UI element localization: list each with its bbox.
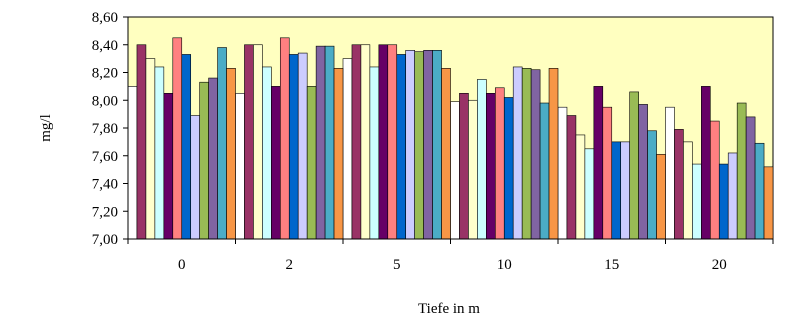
- bar-series-3-cat-20: [683, 141, 693, 240]
- bar-series-4-cat-0: [154, 66, 165, 240]
- bar-series-5-cat-5: [378, 44, 389, 240]
- bar-series-4-cat-20: [692, 163, 702, 240]
- bar-series-1-cat-20: [665, 106, 675, 240]
- y-axis-title: mg/l: [38, 114, 54, 142]
- bar-series-2-cat-2: [244, 44, 254, 240]
- y-tick-label: 8,00: [92, 93, 118, 109]
- y-tick-label: 7,40: [92, 177, 118, 193]
- bar-series-9-cat-5: [414, 51, 424, 240]
- bar-series-11-cat-2: [324, 45, 335, 240]
- x-tick-label: 10: [497, 257, 512, 273]
- bar-series-10-cat-2: [315, 45, 326, 240]
- bar-series-6-cat-10: [494, 87, 505, 240]
- bar-series-2-cat-5: [351, 44, 362, 240]
- bar-series-7-cat-20: [718, 163, 729, 240]
- bar-series-11-cat-15: [647, 130, 657, 240]
- bar-series-4-cat-15: [584, 148, 595, 240]
- bar-series-9-cat-2: [306, 86, 317, 240]
- bar-series-6-cat-15: [602, 106, 613, 240]
- bar-series-8-cat-20: [727, 152, 738, 240]
- bar-series-12-cat-15: [656, 154, 666, 240]
- y-tick-label: 7,00: [92, 232, 118, 248]
- bar-series-9-cat-15: [629, 91, 639, 240]
- bar-series-8-cat-2: [297, 52, 308, 240]
- y-tick-label: 7,80: [92, 121, 118, 137]
- bar-series-11-cat-5: [432, 49, 442, 240]
- bar-series-7-cat-0: [181, 54, 192, 240]
- bar-series-5-cat-0: [163, 93, 174, 240]
- bar-series-12-cat-10: [548, 68, 559, 240]
- bar-series-3-cat-0: [145, 58, 156, 240]
- x-axis-title: Tiefe in m: [418, 301, 480, 317]
- bar-series-5-cat-2: [271, 86, 281, 240]
- bar-series-4-cat-5: [369, 66, 380, 240]
- bar-series-3-cat-2: [253, 44, 263, 240]
- x-tick-label: 2: [286, 257, 294, 273]
- y-tick-label: 8,60: [92, 10, 118, 26]
- bar-series-9-cat-0: [199, 81, 209, 240]
- bar-series-8-cat-0: [190, 115, 200, 240]
- bar-series-1-cat-10: [450, 101, 460, 240]
- bar-series-6-cat-20: [709, 120, 720, 240]
- bar-series-5-cat-15: [593, 86, 604, 240]
- x-tick-label: 20: [712, 257, 727, 273]
- bar-series-2-cat-15: [566, 115, 577, 240]
- bar-series-8-cat-5: [405, 49, 415, 240]
- bar-series-10-cat-10: [530, 69, 541, 240]
- bar-series-2-cat-20: [674, 129, 684, 240]
- bar-series-12-cat-2: [333, 68, 344, 240]
- x-tick-label: 5: [393, 257, 401, 273]
- bar-series-10-cat-15: [638, 104, 648, 240]
- bar-series-10-cat-20: [745, 116, 756, 240]
- y-tick-label: 7,20: [92, 204, 118, 220]
- bar-series-1-cat-0: [127, 86, 138, 240]
- bar-series-3-cat-5: [360, 44, 371, 240]
- y-tick-label: 8,40: [92, 38, 118, 54]
- bar-series-2-cat-10: [459, 93, 469, 240]
- bar-series-7-cat-15: [611, 141, 622, 240]
- bar-series-6-cat-2: [279, 37, 290, 240]
- y-tick-label: 8,20: [92, 66, 118, 82]
- bar-series-9-cat-10: [521, 68, 532, 240]
- bar-series-7-cat-5: [396, 54, 407, 240]
- bar-series-12-cat-5: [441, 68, 451, 240]
- bar-series-6-cat-5: [387, 44, 398, 240]
- bar-series-5-cat-20: [701, 86, 711, 240]
- bar-series-4-cat-2: [262, 66, 272, 240]
- x-tick-label: 15: [604, 257, 619, 273]
- bars-group: [127, 37, 774, 240]
- bar-series-1-cat-2: [235, 93, 245, 240]
- bar-series-2-cat-0: [136, 44, 147, 240]
- bar-series-11-cat-10: [539, 102, 550, 240]
- bar-series-7-cat-2: [288, 54, 299, 240]
- bar-series-7-cat-10: [503, 97, 514, 240]
- bar-series-10-cat-5: [423, 49, 433, 240]
- bar-series-5-cat-10: [486, 93, 496, 240]
- bar-series-6-cat-0: [172, 37, 183, 240]
- bar-series-12-cat-0: [226, 68, 236, 240]
- bar-series-12-cat-20: [763, 166, 774, 240]
- bar-series-10-cat-0: [208, 77, 218, 240]
- bar-series-1-cat-5: [342, 58, 353, 240]
- bar-series-11-cat-0: [217, 47, 227, 240]
- bar-series-4-cat-10: [477, 79, 487, 240]
- y-tick-label: 7,60: [92, 149, 118, 165]
- axes-group: 7,00 7,20 7,40 7,60 7,80 8,00 8,20 8,40 8,60 0 2 5 1…: [92, 10, 774, 273]
- bar-series-9-cat-20: [736, 102, 747, 240]
- bar-series-11-cat-20: [754, 142, 765, 240]
- bar-series-1-cat-15: [557, 106, 568, 240]
- bar-series-3-cat-10: [468, 99, 478, 240]
- bar-series-3-cat-15: [575, 134, 586, 240]
- bar-series-8-cat-15: [620, 141, 630, 240]
- x-tick-label: 0: [178, 257, 186, 273]
- bar-series-8-cat-10: [512, 66, 523, 240]
